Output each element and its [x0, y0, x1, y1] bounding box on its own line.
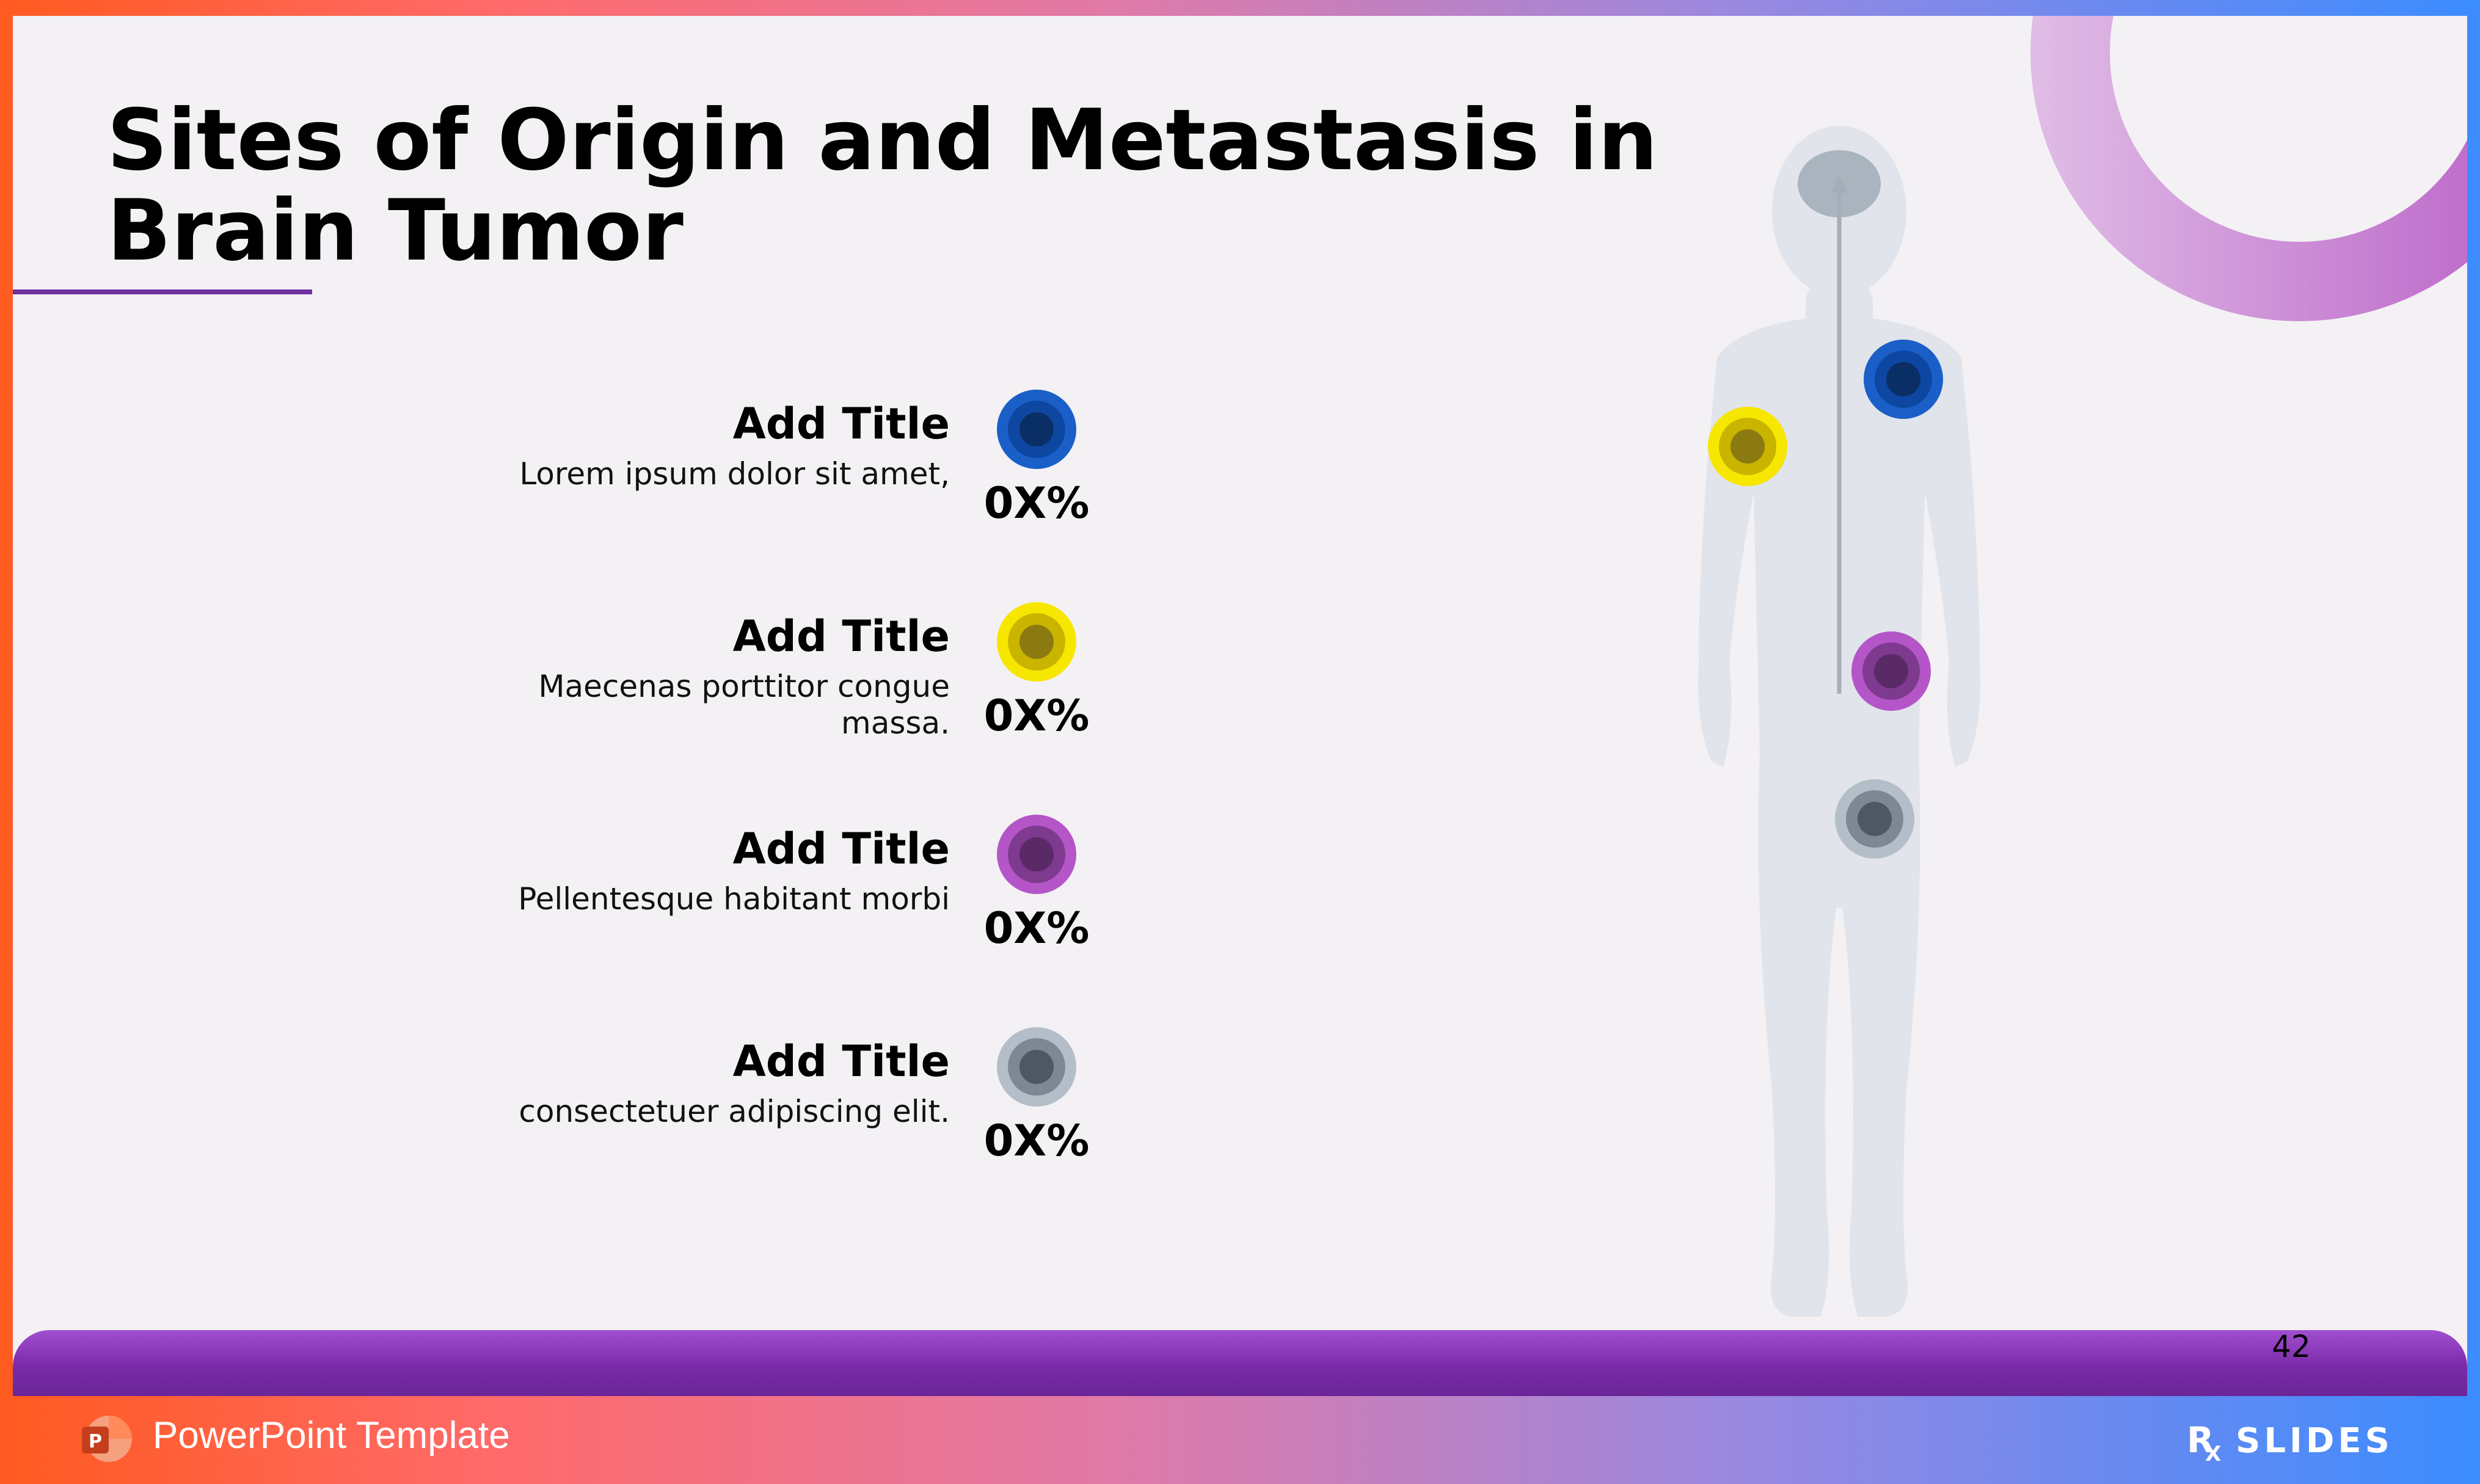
slide-title: Sites of Origin and Metastasis in Brain …: [107, 91, 1658, 280]
list-item: Add Title Lorem ipsum dolor sit amet, 0X…: [13, 390, 1173, 581]
item-marker: [997, 602, 1076, 682]
slide: Sites of Origin and Metastasis in Brain …: [13, 16, 2467, 1396]
item-percent: 0X%: [983, 1116, 1090, 1166]
item-description: Maecenas porttitor congue massa.: [538, 669, 950, 741]
item-percent: 0X%: [983, 691, 1090, 741]
body-marker-purple: [1851, 631, 1931, 711]
item-marker: [997, 815, 1076, 894]
item-title: Add Title: [732, 611, 950, 661]
body-marker-gray: [1835, 779, 1914, 859]
decorative-ring: [2030, 16, 2467, 321]
rxslides-logo: R X SLIDES: [2187, 1419, 2393, 1464]
item-title: Add Title: [732, 1036, 950, 1086]
body-marker-yellow: [1708, 407, 1787, 486]
item-percent: 0X%: [983, 478, 1090, 528]
powerpoint-icon: P: [82, 1416, 132, 1462]
svg-text:R: R: [2187, 1419, 2214, 1461]
svg-text:P: P: [89, 1431, 102, 1452]
item-description: consectetuer adipiscing elit.: [519, 1094, 950, 1129]
svg-text:X: X: [2205, 1442, 2221, 1464]
item-marker: [997, 390, 1076, 469]
page-number: 42: [2272, 1329, 2311, 1364]
list-item: Add Title consectetuer adipiscing elit. …: [13, 1027, 1173, 1219]
title-underline: [13, 289, 312, 294]
item-title: Add Title: [732, 399, 950, 449]
item-marker: [997, 1027, 1076, 1107]
svg-text:SLIDES: SLIDES: [2236, 1421, 2393, 1461]
item-description: Pellentesque habitant morbi: [518, 881, 950, 917]
item-title: Add Title: [732, 824, 950, 874]
item-percent: 0X%: [983, 903, 1090, 953]
list-item: Add Title Pellentesque habitant morbi 0X…: [13, 815, 1173, 1006]
footer-label: PowerPoint Template: [153, 1414, 510, 1457]
slide-bottom-bar: [13, 1330, 2467, 1396]
human-body-illustration: [1698, 126, 1980, 1317]
body-marker-blue: [1864, 340, 1943, 419]
list-item: Add Title Maecenas porttitor congue mass…: [13, 602, 1173, 794]
item-description: Lorem ipsum dolor sit amet,: [519, 456, 950, 492]
